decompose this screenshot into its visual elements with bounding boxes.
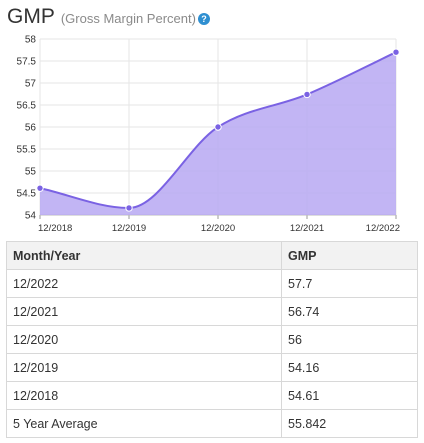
table-cell-value: 54.16 [281,353,418,382]
table-row: 12/2021 56.74 [6,297,418,326]
data-point [214,123,222,131]
x-tick-label: 12/2021 [290,223,324,234]
table-cell-value: 54.61 [281,381,418,410]
y-tick-label: 58 [25,35,37,46]
table-cell-period: 5 Year Average [6,409,282,438]
data-point [125,204,133,212]
y-tick-label: 55 [25,167,37,178]
chart-header: GMP (Gross Margin Percent) ? [7,5,210,31]
gmp-data-table: Month/Year GMP 12/2022 57.7 12/2021 56.7… [6,241,418,438]
x-tick-label: 12/2018 [38,223,72,234]
y-tick-label: 54 [25,211,37,222]
table-row: 12/2019 54.16 [6,353,418,382]
x-axis-ticks: 12/2018 12/2019 12/2020 12/2021 12/2022 [38,223,400,234]
table-cell-value: 55.842 [281,409,418,438]
table-row-average: 5 Year Average 55.842 [6,409,418,438]
table-row: 12/2018 54.61 [6,381,418,410]
x-tick-label: 12/2022 [366,223,400,234]
column-header-gmp: GMP [281,241,418,270]
table-cell-period: 12/2022 [6,269,282,298]
table-row: 12/2020 56 [6,325,418,354]
table-cell-value: 56.74 [281,297,418,326]
y-tick-label: 57.5 [17,57,37,68]
table-cell-period: 12/2018 [6,381,282,410]
y-axis-ticks: 54 54.5 55 55.5 56 56.5 57 57.5 58 [17,35,37,222]
y-tick-label: 55.5 [17,145,37,156]
x-tick-label: 12/2019 [112,223,146,234]
table-cell-value: 56 [281,325,418,354]
x-tick-label: 12/2020 [201,223,235,234]
column-header-month-year: Month/Year [6,241,282,270]
chart-title: GMP [7,5,55,28]
table-cell-period: 12/2021 [6,297,282,326]
area-fill [40,52,396,216]
data-point [392,48,400,56]
y-tick-label: 54.5 [17,189,37,200]
chart-marker-layer [36,48,400,212]
y-tick-label: 57 [25,79,37,90]
table-header-row: Month/Year GMP [6,241,418,270]
table-row: 12/2022 57.7 [6,269,418,298]
y-tick-label: 56 [25,123,37,134]
data-point [303,90,311,99]
help-icon[interactable]: ? [197,13,210,25]
table-cell-value: 57.7 [281,269,418,298]
table-cell-period: 12/2020 [6,325,282,354]
y-tick-label: 56.5 [17,101,37,112]
chart-subtitle: (Gross Margin Percent) [60,11,196,26]
table-cell-period: 12/2019 [6,353,282,382]
data-point [36,184,44,192]
